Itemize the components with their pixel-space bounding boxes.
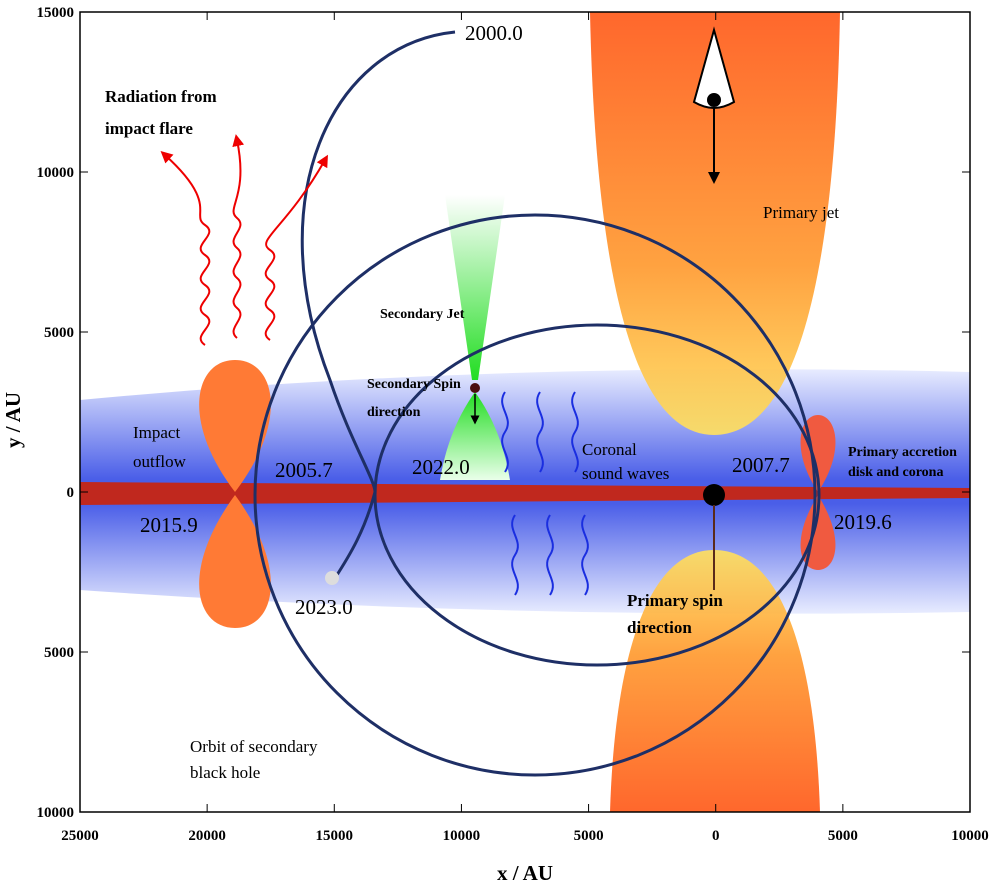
x-tick-label: 5000 xyxy=(828,828,858,844)
annotation: 2005.7 xyxy=(275,458,333,482)
annotation: disk and corona xyxy=(848,465,943,480)
annotation: 2019.6 xyxy=(834,510,892,534)
y-tick-label: 0 xyxy=(67,485,75,501)
y-tick-label: 10000 xyxy=(37,165,75,181)
x-tick-label: 0 xyxy=(712,828,720,844)
y-tick-label: 10000 xyxy=(37,805,75,821)
x-tick-label: 10000 xyxy=(951,828,989,844)
annotation: 2000.0 xyxy=(465,21,523,45)
annotation: direction xyxy=(627,618,692,637)
plot-art xyxy=(80,12,970,812)
annotation: Secondary Spin xyxy=(367,377,461,392)
x-tick-label: 20000 xyxy=(188,828,226,844)
x-axis-label: x / AU xyxy=(497,861,553,885)
annotation: Secondary Jet xyxy=(380,307,465,322)
annotation: Primary jet xyxy=(763,203,839,222)
annotation: 2023.0 xyxy=(295,595,353,619)
annotation: Primary spin xyxy=(627,591,723,610)
annotation: impact flare xyxy=(105,119,193,138)
annotation: outflow xyxy=(133,452,187,471)
annotation: Orbit of secondary xyxy=(190,737,318,756)
annotation: Radiation from xyxy=(105,87,217,106)
annotation: 2007.7 xyxy=(732,453,790,477)
y-axis-label: y / AU xyxy=(1,392,25,448)
annotation: 2015.9 xyxy=(140,513,198,537)
labels: 2000.0 Radiation from impact flare Primary … xyxy=(105,21,957,782)
annotation: Coronal xyxy=(582,440,637,459)
annotation: Impact xyxy=(133,423,180,442)
x-tick-label: 25000 xyxy=(61,828,99,844)
ticks: 25000 20000 15000 10000 5000 0 5000 10000 15000 1… xyxy=(37,5,989,844)
annotation: Primary accretion xyxy=(848,445,957,460)
annotation: 2022.0 xyxy=(412,455,470,479)
y-tick-label: 15000 xyxy=(37,5,75,21)
annotation: direction xyxy=(367,405,421,420)
y-tick-label: 5000 xyxy=(44,325,74,341)
plot-frame xyxy=(79,11,971,813)
x-tick-label: 5000 xyxy=(574,828,604,844)
annotation: sound waves xyxy=(582,464,669,483)
annotation: black hole xyxy=(190,763,260,782)
x-tick-label: 10000 xyxy=(443,828,481,844)
y-tick-label: 5000 xyxy=(44,645,74,661)
x-tick-label: 15000 xyxy=(316,828,354,844)
